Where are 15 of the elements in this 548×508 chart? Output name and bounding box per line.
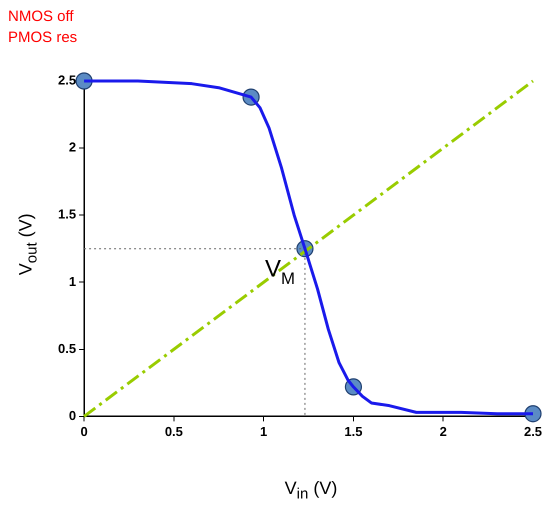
text: PMOS res: [8, 28, 78, 48]
x-tick-label: 0.5: [164, 424, 183, 439]
x-tick-label: 1: [260, 424, 268, 439]
y-tick-label: 2.5: [58, 72, 76, 88]
y-tick-label: 1: [68, 274, 76, 289]
y-tick-label: 2: [68, 140, 76, 155]
y-tick-label: 0.5: [58, 340, 76, 356]
y-tick-label: 1.5: [58, 206, 76, 222]
x-tick-label: 2: [440, 424, 447, 439]
x-tick-label: 1.5: [344, 424, 362, 439]
text: NMOS off: [8, 7, 75, 27]
x-tick-label: 2.5: [524, 424, 542, 439]
x-tick-label: 0: [80, 424, 88, 439]
x-axis-title: V$_{in}$ (V): [284, 478, 338, 503]
y-tick-label: 0: [68, 408, 76, 423]
